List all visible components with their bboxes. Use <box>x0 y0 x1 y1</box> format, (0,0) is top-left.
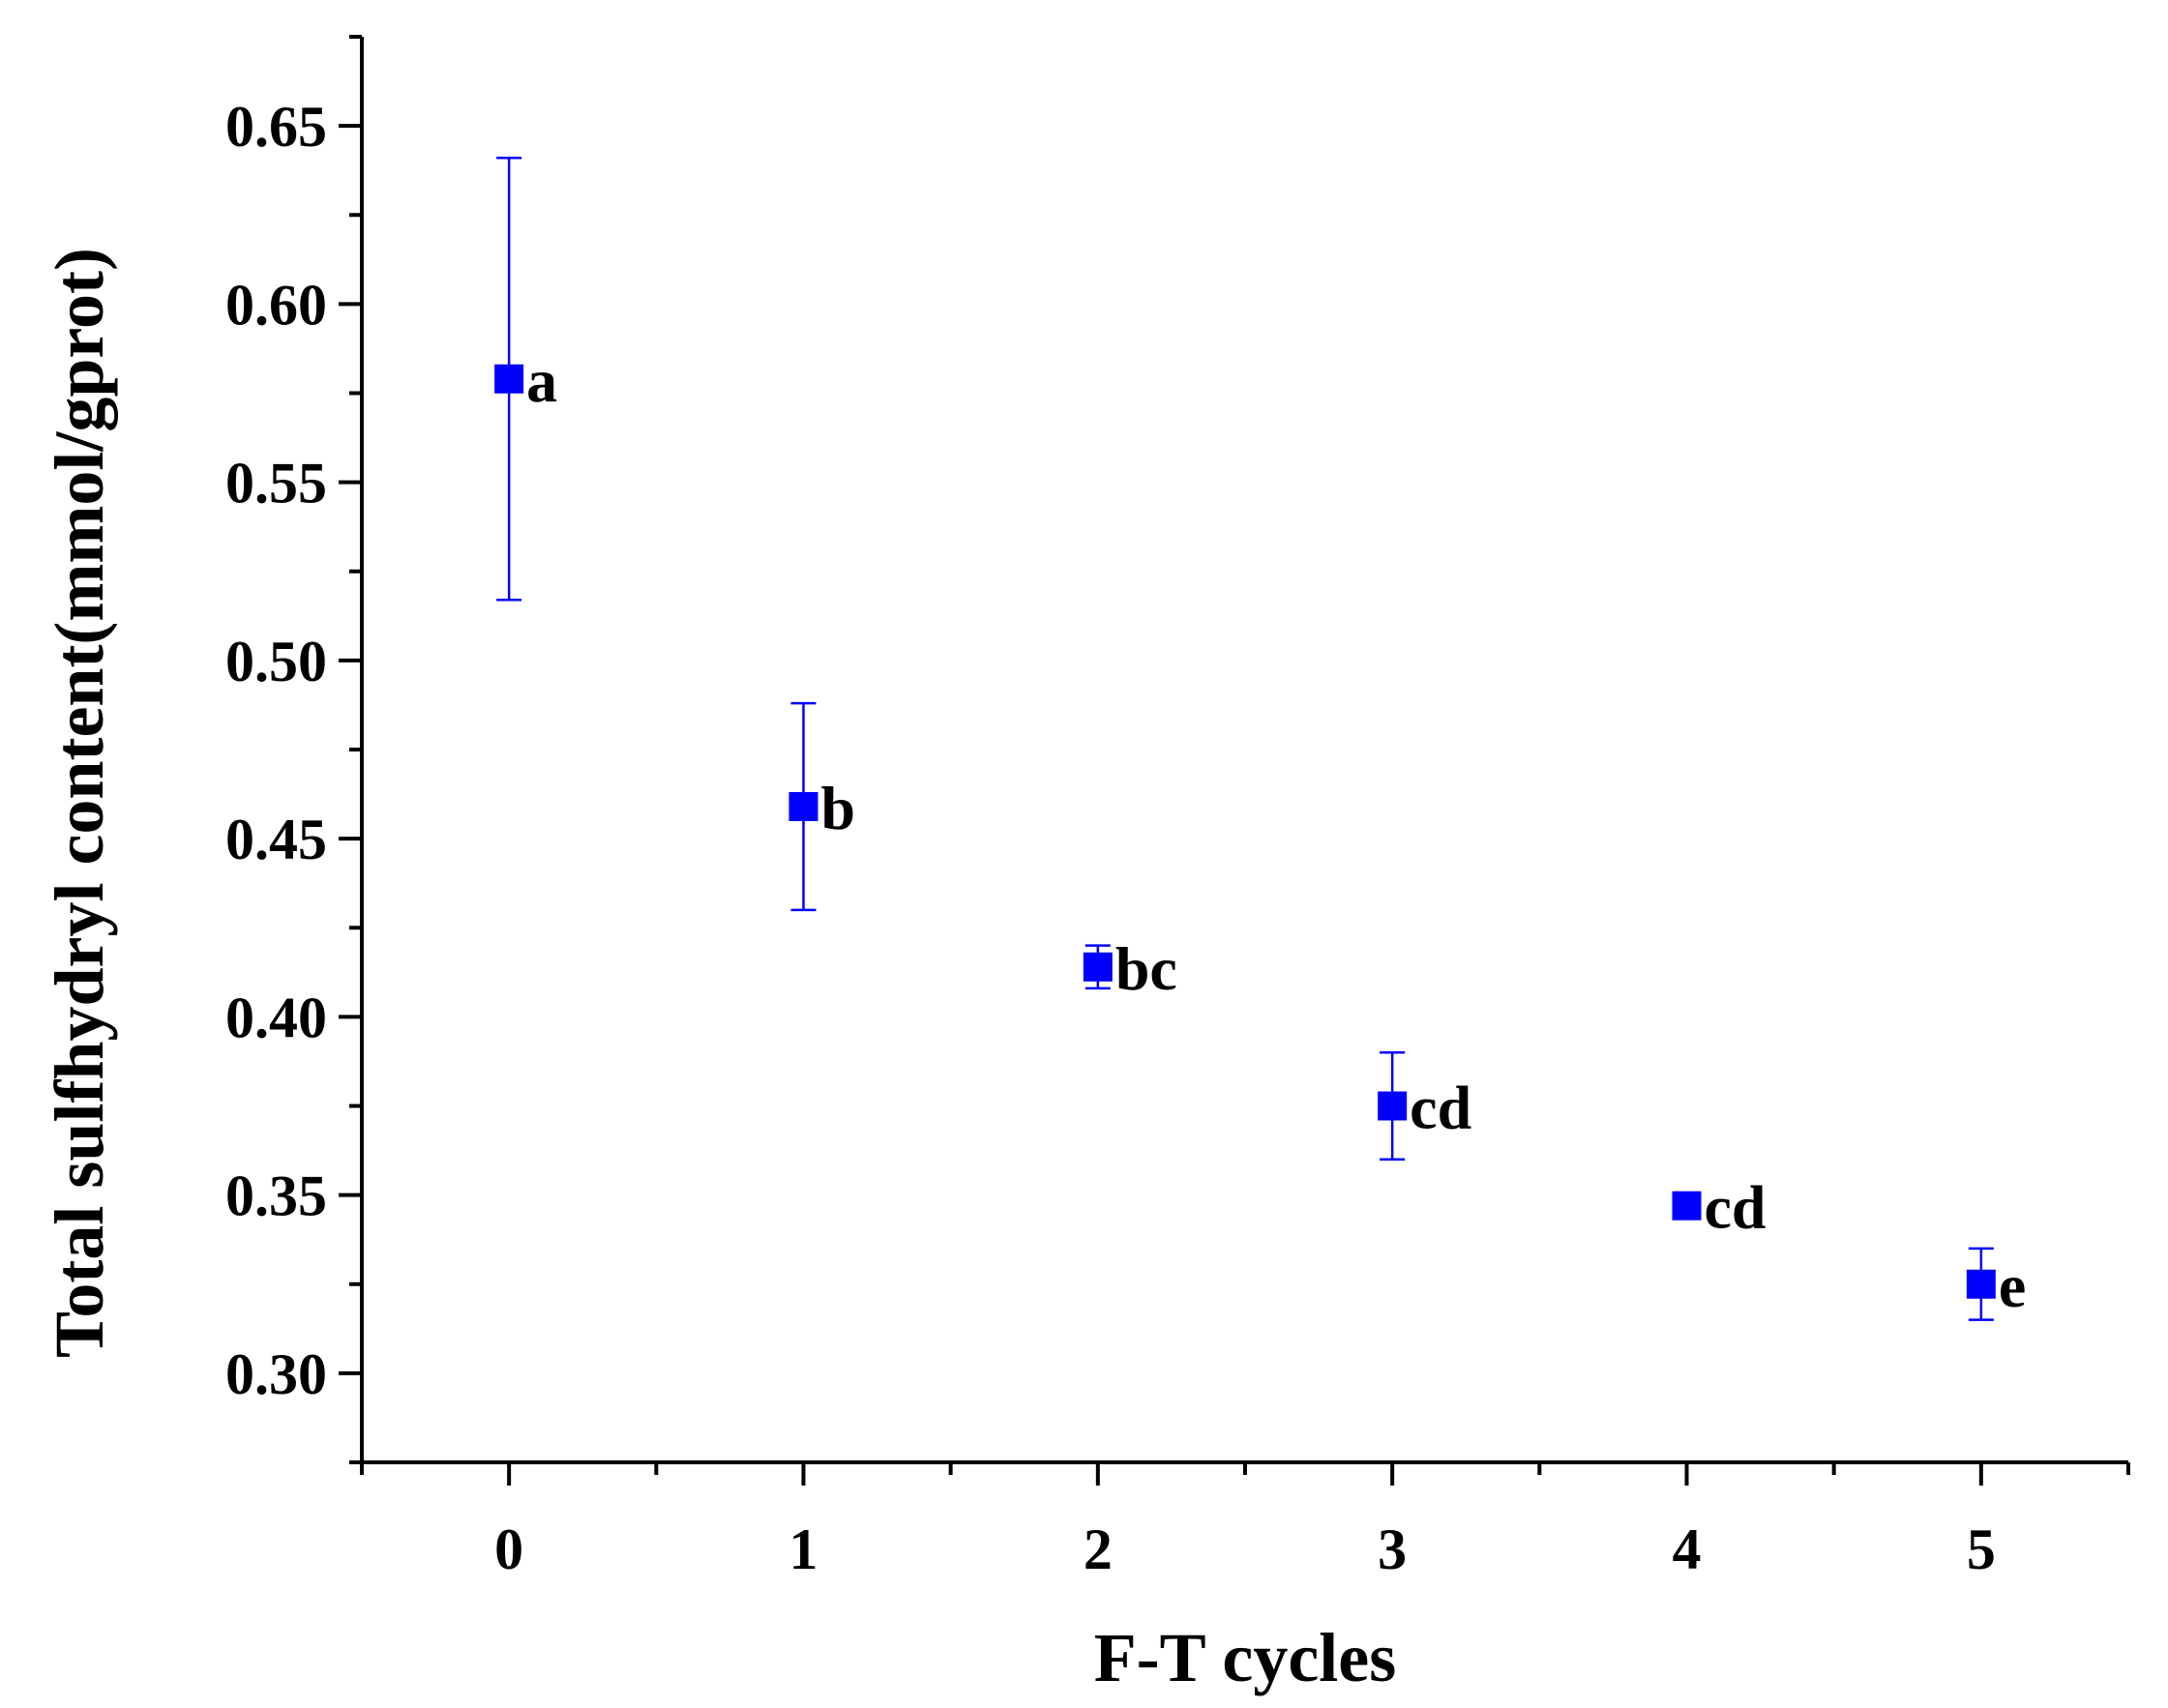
significance-label: cd <box>1705 1173 1767 1242</box>
x-tick-label: 4 <box>1673 1517 1702 1581</box>
y-ticks: 0.30 0.35 0.40 0.45 0.50 0.55 0.60 0.65 <box>225 35 362 1464</box>
data-point <box>788 791 818 821</box>
significance-label: cd <box>1410 1074 1471 1142</box>
significance-label: e <box>1999 1252 2026 1320</box>
significance-label: bc <box>1115 934 1177 1003</box>
data-point <box>1966 1269 1996 1299</box>
y-tick-label: 0.65 <box>225 95 327 159</box>
axes <box>360 37 2128 1464</box>
x-axis-title: F-T cycles <box>1094 1619 1397 1696</box>
data-point <box>1672 1191 1702 1221</box>
data-point <box>1378 1091 1408 1121</box>
y-tick-label: 0.40 <box>225 986 327 1049</box>
x-tick-label: 2 <box>1084 1517 1113 1581</box>
y-tick-label: 0.30 <box>225 1342 327 1406</box>
x-tick-label: 3 <box>1378 1517 1407 1581</box>
data-marks: a b bc cd cd e <box>494 157 2026 1321</box>
y-tick-label: 0.55 <box>225 452 327 515</box>
x-ticks: 0 1 2 3 4 5 <box>360 1462 2130 1581</box>
y-tick-label: 0.35 <box>225 1164 327 1228</box>
data-point <box>494 364 524 394</box>
significance-label: a <box>526 346 557 415</box>
significance-label: b <box>821 774 856 842</box>
y-tick-label: 0.45 <box>225 808 327 871</box>
y-tick-label: 0.50 <box>225 630 327 693</box>
y-axis-title: Total sulfhydryl content(mmol/gprot) <box>41 248 118 1358</box>
x-tick-label: 1 <box>789 1517 818 1581</box>
x-tick-label: 5 <box>1967 1517 1996 1581</box>
y-tick-label: 0.60 <box>225 273 327 337</box>
x-tick-label: 0 <box>494 1517 523 1581</box>
data-point <box>1083 952 1113 982</box>
